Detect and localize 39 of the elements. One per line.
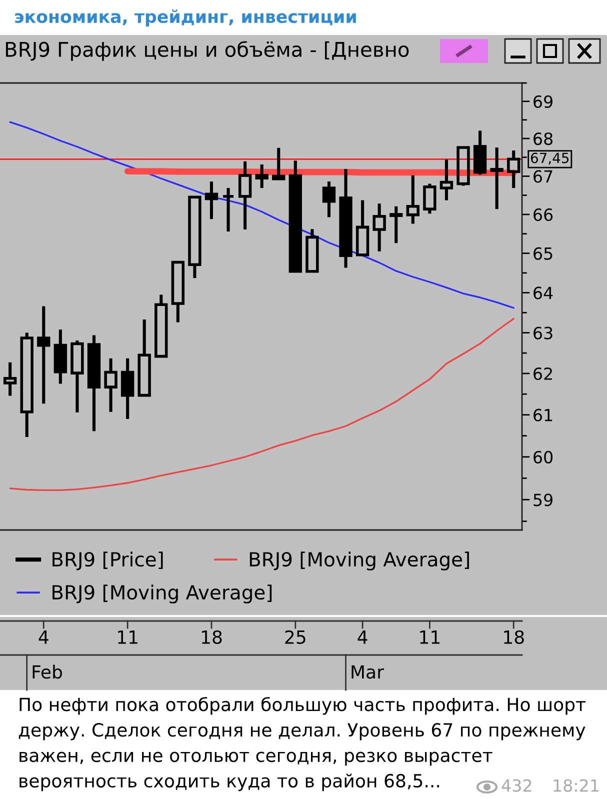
y-tick-label: 68 [534, 132, 552, 146]
line-series [9, 318, 514, 492]
line-series [9, 121, 514, 309]
text: Mar [352, 665, 384, 679]
candlestick [120, 358, 134, 420]
x-tick-label: 4 [38, 630, 48, 644]
y-tick-label: 69 [534, 95, 552, 108]
text: 18:21 [554, 779, 598, 792]
candlestick [204, 182, 218, 220]
x-tick-label: 4 [358, 630, 368, 644]
candlestick [272, 148, 286, 180]
candlestick [37, 306, 50, 404]
y-tick-label: 60 [534, 450, 553, 464]
y-tick-label: 61 [534, 408, 552, 422]
y-tick-label: 66 [534, 208, 553, 222]
x-tick-label: 18 [202, 630, 222, 644]
ref-line-label: 67,45 [530, 152, 569, 165]
candlestick [255, 164, 268, 188]
y-tick-label: 63 [534, 326, 552, 340]
text: Feb [32, 664, 62, 679]
y-tick-label: 62 [534, 367, 552, 380]
y-tick-label: 67 [534, 170, 552, 183]
candlestick [490, 147, 504, 210]
chart-title: экономика, трейдинг, инвестиции [15, 10, 356, 26]
y-tick-label: 64 [534, 286, 553, 300]
candlestick [390, 206, 403, 244]
candlestick [456, 146, 470, 186]
legend-label: BRJ9 [Moving Average] [250, 552, 469, 570]
x-tick-label: 11 [420, 630, 440, 644]
legend-label: BRJ9 [Moving Average] [52, 584, 272, 604]
text: 432 [502, 779, 532, 792]
y-tick-label: 59 [534, 494, 552, 506]
x-tick-label: 25 [285, 630, 306, 644]
candlestick [322, 182, 336, 218]
x-tick-label: 18 [504, 630, 524, 644]
chart-subtitle: BRJ9 График цены и объёма - [Дневно [6, 41, 409, 61]
legend-label: BRJ9 [Price] [52, 552, 163, 570]
x-tick-label: 11 [118, 630, 138, 644]
y-tick-label: 65 [534, 247, 552, 260]
